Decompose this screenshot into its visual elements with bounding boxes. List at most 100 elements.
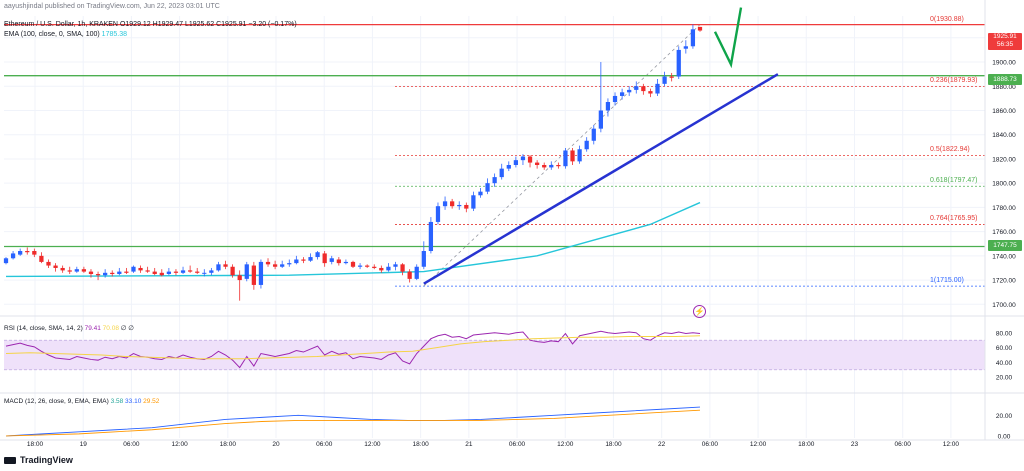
candle	[10, 251, 16, 260]
candle	[25, 247, 30, 255]
candle	[563, 148, 568, 169]
candle-body	[10, 253, 16, 259]
macd-label: MACD (12, 26, close, 9, EMA, EMA)	[4, 398, 109, 405]
candle	[67, 266, 72, 275]
candle-body	[591, 128, 596, 141]
candle	[435, 202, 441, 225]
candle	[287, 259, 292, 267]
candle	[513, 156, 519, 168]
candle	[131, 265, 136, 273]
candle-body	[450, 201, 455, 207]
candle-body	[492, 177, 497, 184]
ema-legend: EMA (100, close, 0, SMA, 100) 1785.38	[4, 31, 127, 38]
price-tick-label: 1780.00	[992, 205, 1016, 212]
candle-body	[124, 271, 129, 273]
candle	[570, 148, 575, 165]
candle-body	[209, 270, 214, 273]
candle	[605, 98, 611, 117]
candle	[237, 270, 242, 301]
candle	[357, 263, 363, 270]
candle-body	[110, 272, 115, 275]
candle-body	[138, 267, 143, 271]
candle-body	[230, 266, 235, 276]
candle-body	[457, 204, 462, 207]
candle-body	[435, 206, 441, 222]
candle-body	[513, 160, 519, 165]
macd-legend: MACD (12, 26, close, 9, EMA, EMA) 3.58 3…	[4, 398, 159, 405]
candle	[697, 26, 703, 32]
candle-body	[393, 264, 398, 267]
candle	[265, 258, 271, 267]
current-price: 1925.91	[993, 33, 1017, 40]
macd-value: 33.10	[125, 398, 142, 405]
rsi-band	[4, 340, 985, 370]
candle	[400, 263, 405, 276]
price-tick-label: 1700.00	[992, 302, 1016, 309]
candle-body	[32, 251, 37, 255]
candle	[471, 191, 476, 212]
candle	[343, 259, 349, 265]
rsi-lower-value: ∅	[128, 325, 134, 332]
candle	[202, 269, 207, 277]
candle	[110, 270, 115, 277]
price-tick-label: 1760.00	[992, 229, 1016, 236]
candle	[251, 261, 256, 290]
x-tick-label: 12:00	[171, 441, 188, 448]
candle-body	[145, 270, 150, 272]
x-tick-label: 12:00	[364, 441, 381, 448]
candle-body	[350, 261, 356, 267]
candle	[329, 255, 334, 265]
candle-body	[301, 259, 306, 261]
candle-body	[506, 165, 511, 169]
candle-body	[365, 265, 370, 267]
candle	[103, 269, 108, 278]
candle	[534, 160, 540, 169]
candle-body	[499, 168, 504, 178]
candle	[301, 257, 306, 264]
candle-body	[67, 270, 72, 272]
candle	[379, 265, 384, 273]
candle-body	[379, 267, 384, 271]
bar-countdown: 56:35	[996, 41, 1014, 48]
x-tick-label: 06:00	[702, 441, 719, 448]
trendline	[423, 73, 779, 285]
x-tick-label: 18:00	[605, 441, 622, 448]
candle-body	[648, 91, 653, 94]
macd-tick-label: 20.00	[996, 413, 1013, 420]
candle-body	[287, 263, 292, 265]
level-low-tag: 1747.75	[988, 240, 1022, 251]
x-tick-label: 18:00	[27, 441, 44, 448]
rsi-tick-label: 60.00	[996, 345, 1013, 352]
candle	[173, 269, 179, 276]
x-tick-label: 23	[851, 441, 859, 448]
candle	[485, 178, 490, 195]
candle-body	[527, 156, 533, 163]
ema-value: 1785.38	[101, 31, 127, 38]
rsi-ma-line	[5, 335, 701, 360]
symbol-name: Ethereum / U.S. Dollar, 1h, KRAKEN	[4, 21, 118, 28]
macd-hist-value: 3.58	[110, 398, 124, 405]
candle-body	[570, 150, 575, 162]
tradingview-logo[interactable]: TradingView	[4, 455, 73, 465]
rsi-label: RSI (14, close, SMA, 14, 2)	[4, 325, 83, 332]
candle	[690, 24, 696, 49]
green-arrow	[713, 7, 743, 69]
candle	[372, 264, 377, 270]
candle-body	[471, 195, 476, 209]
candle-body	[280, 264, 285, 267]
candle-body	[669, 76, 674, 78]
candle	[421, 241, 426, 270]
candle	[32, 248, 37, 258]
rsi-tick-label: 20.00	[996, 375, 1013, 382]
candle-body	[25, 251, 30, 253]
candle	[81, 266, 87, 273]
trendline	[423, 73, 779, 285]
candle-body	[542, 165, 547, 168]
lightning-icon[interactable]: ⚡	[693, 305, 706, 318]
candle-body	[88, 271, 94, 275]
candle	[549, 161, 554, 170]
candle	[3, 257, 9, 265]
price-tick-label: 1800.00	[992, 181, 1016, 188]
x-tick-label: 18:00	[220, 441, 237, 448]
